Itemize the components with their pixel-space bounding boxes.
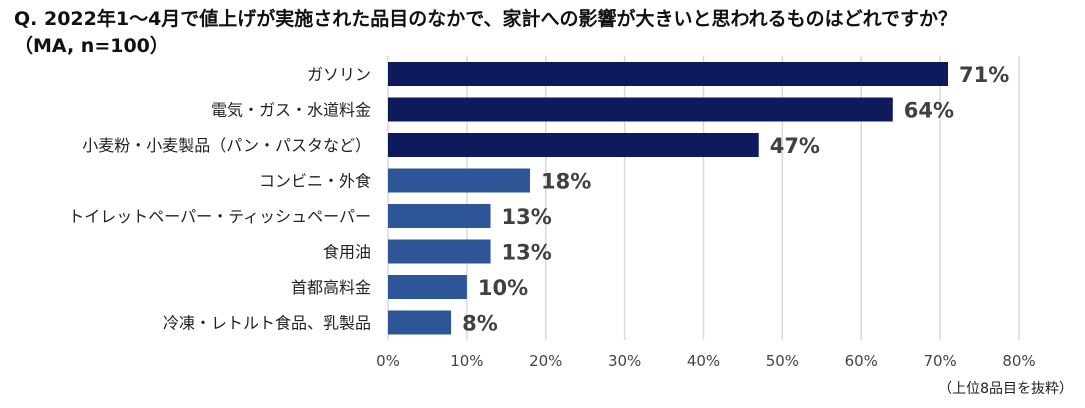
value-label: 71% xyxy=(959,63,1009,87)
value-label: 8% xyxy=(462,312,498,336)
bar xyxy=(388,204,491,228)
x-tick-label: 60% xyxy=(845,352,878,370)
x-tick-label: 20% xyxy=(529,352,562,370)
category-label: 首都高料金 xyxy=(291,278,371,297)
value-label: 47% xyxy=(770,134,820,158)
x-tick-label: 0% xyxy=(376,352,400,370)
x-tick-label: 70% xyxy=(923,352,956,370)
category-label: コンビニ・外食 xyxy=(259,172,371,191)
x-tick-label: 80% xyxy=(1002,352,1035,370)
value-label: 10% xyxy=(478,276,528,300)
category-label: トイレットペーパー・ティッシュペーパー xyxy=(68,207,371,226)
title-question: Q. 2022年1～4月で値上げが実施された品目のなかで、家計への影響が大きいと… xyxy=(14,8,958,30)
bar xyxy=(388,97,893,122)
bar xyxy=(388,275,467,299)
bar xyxy=(388,168,530,193)
bar xyxy=(388,62,949,86)
x-tick-label: 10% xyxy=(450,352,483,370)
value-label: 64% xyxy=(904,99,954,123)
bar xyxy=(388,239,491,264)
value-label: 18% xyxy=(541,170,591,194)
value-labels: 71%64% 47% 18% 13% 13% 10% 8% xyxy=(462,63,1009,336)
category-label: 電気・ガス・水道料金 xyxy=(211,101,371,120)
x-tick-label: 40% xyxy=(687,352,720,370)
x-axis-ticks: 0% 10% 20% 30% 40% 50% 60% 70% 80% xyxy=(376,352,1036,370)
value-label: 13% xyxy=(502,241,552,265)
category-label: 食用油 xyxy=(323,243,371,262)
title-sample-note: （MA, n=100） xyxy=(14,35,169,57)
bar xyxy=(388,310,452,335)
x-tick-label: 50% xyxy=(766,352,799,370)
category-label: ガソリン xyxy=(307,65,371,84)
footnote: （上位8品目を抜粋） xyxy=(938,381,1073,397)
chart-title: Q. 2022年1～4月で値上げが実施された品目のなかで、家計への影響が大きいと… xyxy=(14,6,1079,60)
category-label: 小麦粉・小麦製品（パン・パスタなど） xyxy=(82,136,371,155)
bar xyxy=(388,133,759,157)
value-label: 13% xyxy=(502,205,552,229)
x-tick-label: 30% xyxy=(608,352,641,370)
bars xyxy=(388,62,949,335)
category-label: 冷凍・レトルト食品、乳製品 xyxy=(163,314,371,333)
